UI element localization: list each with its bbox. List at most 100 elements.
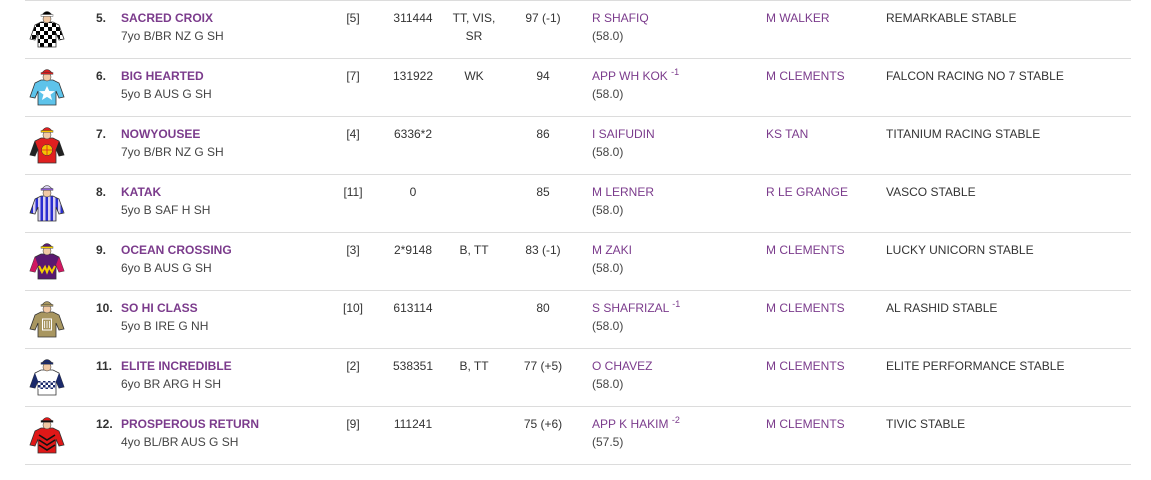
apprentice-claim: -2 bbox=[671, 415, 680, 425]
silk-tan-emblem-icon bbox=[28, 297, 66, 343]
rating: 77 (+5) bbox=[523, 359, 563, 373]
rating: 85 bbox=[536, 185, 550, 199]
recent-form: 6336*2 bbox=[393, 127, 433, 141]
jockey-name-link[interactable]: APP WH KOK bbox=[592, 69, 668, 83]
apprentice-claim: -1 bbox=[671, 67, 680, 77]
recent-form: 0 bbox=[409, 185, 417, 199]
gear: B, TT bbox=[459, 359, 489, 373]
trainer-name-link[interactable]: KS TAN bbox=[766, 127, 809, 141]
barrier: [11] bbox=[343, 185, 363, 199]
jockey-name-link[interactable]: APP K HAKIM bbox=[592, 417, 669, 431]
owner-name: VASCO STABLE bbox=[886, 185, 976, 199]
barrier: [2] bbox=[346, 359, 360, 373]
carried-weight: (58.0) bbox=[592, 319, 624, 333]
trainer-name-link[interactable]: M CLEMENTS bbox=[766, 243, 845, 257]
jockey-cell: M LERNER (58.0) bbox=[592, 183, 752, 219]
barrier: [7] bbox=[346, 69, 360, 83]
runner-list: 5. SACRED CROIX 7yo B/BR NZ G SH [5] 311… bbox=[25, 0, 1131, 465]
jockey-name-link[interactable]: R SHAFIQ bbox=[592, 11, 649, 25]
runner-number: 7. bbox=[96, 127, 107, 141]
silk-white-navy-check-band-icon bbox=[28, 355, 66, 401]
jockey-name-link[interactable]: I SAIFUDIN bbox=[592, 127, 655, 141]
runner-number: 8. bbox=[96, 185, 107, 199]
barrier: [3] bbox=[346, 243, 360, 257]
horse-name-link[interactable]: OCEAN CROSSING bbox=[121, 243, 232, 257]
jockey-name-link[interactable]: M LERNER bbox=[592, 185, 655, 199]
trainer-name-link[interactable]: M CLEMENTS bbox=[766, 417, 845, 431]
runner-number: 10. bbox=[96, 301, 113, 315]
rating: 75 (+6) bbox=[523, 417, 563, 431]
runner-row: 11. ELITE INCREDIBLE 6yo BR ARG H SH [2]… bbox=[25, 349, 1131, 407]
jockey-name-link[interactable]: M ZAKI bbox=[592, 243, 633, 257]
horse-name-link[interactable]: PROSPEROUS RETURN bbox=[121, 417, 260, 431]
jockey-cell: M ZAKI (58.0) bbox=[592, 241, 752, 277]
runner-row: 8. KATAK 5yo B SAF H SH [11] 0 85 M LERN… bbox=[25, 175, 1131, 233]
owner-name: TIVIC STABLE bbox=[886, 417, 966, 431]
recent-form: 311444 bbox=[393, 11, 433, 25]
rating: 97 (-1) bbox=[525, 11, 561, 25]
owner-name: ELITE PERFORMANCE STABLE bbox=[886, 359, 1065, 373]
horse-cell: KATAK 5yo B SAF H SH bbox=[121, 183, 331, 219]
silk-lightblue-white-star-icon bbox=[28, 65, 66, 111]
horse-cell: SO HI CLASS 5yo B IRE G NH bbox=[121, 299, 331, 335]
recent-form: 2*9148 bbox=[393, 243, 433, 257]
recent-form: 111241 bbox=[393, 417, 433, 431]
jockey-name-link[interactable]: S SHAFRIZAL bbox=[592, 301, 669, 315]
runner-row: 9. OCEAN CROSSING 6yo B AUS G SH [3] 2*9… bbox=[25, 233, 1131, 291]
recent-form: 613114 bbox=[393, 301, 433, 315]
horse-cell: SACRED CROIX 7yo B/BR NZ G SH bbox=[121, 9, 331, 45]
carried-weight: (58.0) bbox=[592, 87, 624, 101]
horse-description: 6yo B AUS G SH bbox=[121, 261, 212, 275]
horse-name-link[interactable]: SACRED CROIX bbox=[121, 11, 214, 25]
runner-number: 9. bbox=[96, 243, 107, 257]
horse-description: 5yo B AUS G SH bbox=[121, 87, 212, 101]
silk-red-globe-icon bbox=[28, 123, 66, 169]
owner-name: LUCKY UNICORN STABLE bbox=[886, 243, 1034, 257]
horse-name-link[interactable]: BIG HEARTED bbox=[121, 69, 204, 83]
horse-name-link[interactable]: SO HI CLASS bbox=[121, 301, 198, 315]
horse-name-link[interactable]: ELITE INCREDIBLE bbox=[121, 359, 232, 373]
owner-name: AL RASHID STABLE bbox=[886, 301, 998, 315]
apprentice-claim: -1 bbox=[672, 299, 681, 309]
jockey-cell: O CHAVEZ (58.0) bbox=[592, 357, 752, 393]
trainer-name-link[interactable]: R LE GRANGE bbox=[766, 185, 849, 199]
jockey-cell: APP WH KOK -1 (58.0) bbox=[592, 67, 752, 103]
gear: TT, VIS, SR bbox=[452, 11, 496, 43]
rating: 86 bbox=[536, 127, 550, 141]
jockey-cell: I SAIFUDIN (58.0) bbox=[592, 125, 752, 161]
jockey-name-link[interactable]: O CHAVEZ bbox=[592, 359, 653, 373]
silk-checkered-black-white-icon bbox=[28, 7, 66, 53]
rating: 94 bbox=[536, 69, 550, 83]
trainer-name-link[interactable]: M CLEMENTS bbox=[766, 301, 845, 315]
runner-row: 7. NOWYOUSEE 7yo B/BR NZ G SH [4] 6336*2… bbox=[25, 117, 1131, 175]
jockey-cell: R SHAFIQ (58.0) bbox=[592, 9, 752, 45]
silk-blue-purple-stripes-icon bbox=[28, 181, 66, 227]
runner-number: 11. bbox=[96, 359, 113, 373]
horse-description: 5yo B SAF H SH bbox=[121, 203, 211, 217]
trainer-name-link[interactable]: M CLEMENTS bbox=[766, 359, 845, 373]
runner-row: 10. SO HI CLASS 5yo B IRE G NH [10] 6131… bbox=[25, 291, 1131, 349]
silk-red-black-chevrons-icon bbox=[28, 413, 66, 459]
owner-name: REMARKABLE STABLE bbox=[886, 11, 1017, 25]
trainer-name-link[interactable]: M WALKER bbox=[766, 11, 830, 25]
horse-name-link[interactable]: NOWYOUSEE bbox=[121, 127, 201, 141]
horse-description: 4yo BL/BR AUS G SH bbox=[121, 435, 239, 449]
runner-row: 6. BIG HEARTED 5yo B AUS G SH [7] 131922… bbox=[25, 59, 1131, 117]
runner-row: 12. PROSPEROUS RETURN 4yo BL/BR AUS G SH… bbox=[25, 407, 1131, 465]
rating: 83 (-1) bbox=[525, 243, 561, 257]
horse-description: 6yo BR ARG H SH bbox=[121, 377, 222, 391]
carried-weight: (58.0) bbox=[592, 29, 624, 43]
barrier: [9] bbox=[346, 417, 360, 431]
horse-description: 5yo B IRE G NH bbox=[121, 319, 209, 333]
trainer-name-link[interactable]: M CLEMENTS bbox=[766, 69, 845, 83]
horse-cell: ELITE INCREDIBLE 6yo BR ARG H SH bbox=[121, 357, 331, 393]
rating: 80 bbox=[536, 301, 550, 315]
carried-weight: (58.0) bbox=[592, 261, 624, 275]
recent-form: 538351 bbox=[392, 359, 434, 373]
horse-description: 7yo B/BR NZ G SH bbox=[121, 29, 224, 43]
runner-number: 5. bbox=[96, 11, 107, 25]
horse-name-link[interactable]: KATAK bbox=[121, 185, 162, 199]
gear: B, TT bbox=[459, 243, 489, 257]
silk-purple-yellow-w-icon bbox=[28, 239, 66, 285]
horse-cell: OCEAN CROSSING 6yo B AUS G SH bbox=[121, 241, 331, 277]
